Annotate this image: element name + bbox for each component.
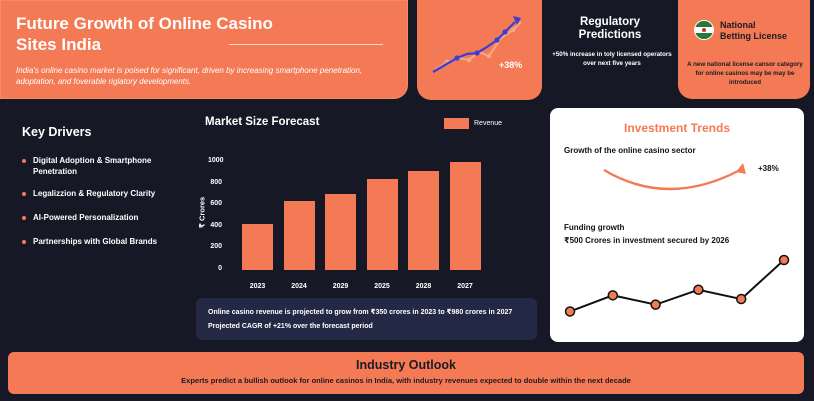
india-flag-icon: [694, 20, 714, 40]
header-panel: Future Growth of Online Casino Sites Ind…: [0, 0, 408, 99]
outlook-description: Experts predict a bullish outlook for on…: [181, 376, 631, 385]
funding-title: Funding growth: [564, 223, 625, 232]
bar-chart: ₹ Crores 0 200 400 600 800 1000 2023 2024 2029 2…: [190, 150, 535, 290]
summary-line-1: Online casino revenue is projected to gr…: [208, 309, 513, 316]
funding-line-chart: [564, 254, 790, 317]
industry-outlook-panel: Industry Outlook Experts predict a bulli…: [8, 352, 804, 394]
key-drivers-title: Key Drivers: [22, 125, 92, 139]
header-description: India's online casino market is poised f…: [16, 66, 363, 86]
legend-swatch: [444, 118, 469, 129]
x-tick-label: 2028: [415, 283, 432, 290]
funding-value: ₹500 Crores in investment secured by 202…: [564, 236, 730, 245]
forecast-summary: Online casino revenue is projected to gr…: [196, 298, 537, 340]
chart-legend: Revenue: [444, 118, 502, 129]
x-tick-label: 2024: [291, 283, 307, 290]
bar-2027: [449, 162, 481, 270]
y-tick-label: 600: [210, 200, 222, 208]
y-tick-label: 0: [218, 265, 222, 272]
x-tick-label: 2025: [374, 283, 390, 290]
trend-up-line-icon: [432, 16, 522, 73]
x-tick-label: 2027: [457, 283, 473, 290]
growth-sector-label: Growth of the online casino sector: [564, 146, 696, 155]
y-tick-label: 1000: [208, 157, 224, 164]
page-title: Future Growth of Online Casino Sites Ind…: [16, 14, 273, 54]
regulatory-description: +50% increase in toly licensed operators…: [552, 51, 672, 67]
growth-sector-percent: +38%: [758, 164, 779, 173]
y-tick-label: 800: [210, 178, 222, 186]
license-card: National Betting License A new national …: [678, 0, 810, 99]
summary-line-2: Projected CAGR of +21% over the forecast…: [208, 323, 373, 330]
chart-title: Market Size Forecast: [205, 116, 320, 128]
license-title-line1: National: [720, 20, 756, 30]
y-tick-label: 400: [210, 221, 222, 229]
bar-2024: [283, 201, 315, 270]
growth-percent: +38%: [499, 60, 523, 70]
y-tick-label: 200: [210, 243, 222, 251]
bar-2025: [366, 179, 398, 270]
investment-trends-card: Investment Trends Growth of the online c…: [550, 108, 804, 342]
investment-title: Investment Trends: [623, 121, 731, 135]
legend-label: Revenue: [474, 120, 503, 127]
driver-item: Legalizzion & Regulatory Clarity: [22, 188, 192, 199]
y-axis-label: ₹ Crores: [197, 196, 207, 229]
license-title: National Betting License: [720, 20, 787, 42]
driver-item: AI-Powered Personalization: [22, 212, 192, 223]
funding-label: Funding growth ₹500 Crores in investment…: [564, 221, 729, 247]
driver-item: Partnerships with Global Brands: [22, 236, 192, 247]
growth-arrow-icon: [603, 163, 746, 191]
key-drivers-list: Digital Adoption & Smartphone Penetratio…: [22, 155, 192, 260]
license-title-line2: Betting License: [720, 31, 788, 41]
driver-item: Digital Adoption & Smartphone Penetratio…: [22, 155, 192, 177]
x-tick-label: 2023: [249, 283, 266, 290]
bar-2029: [325, 194, 356, 270]
x-tick-label: 2029: [332, 283, 349, 290]
bar-2023: [242, 223, 273, 270]
license-description: A new national license cansor category f…: [687, 61, 803, 86]
regulatory-title: Regulatory Predictions: [578, 16, 642, 41]
outlook-title: Industry Outlook: [356, 358, 456, 372]
bar-2028: [408, 171, 439, 270]
growth-card: +38%: [417, 0, 542, 100]
title-divider: [229, 44, 383, 45]
